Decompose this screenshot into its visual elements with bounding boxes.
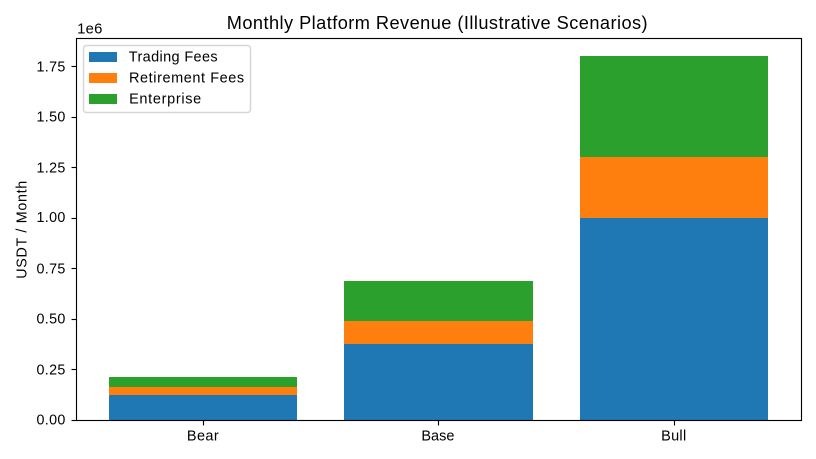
svg-text:Trading Fees: Trading Fees	[129, 50, 218, 66]
svg-text:Base: Base	[421, 429, 454, 445]
svg-text:1.00: 1.00	[36, 210, 65, 226]
svg-text:Monthly Platform Revenue (Illu: Monthly Platform Revenue (Illustrative S…	[227, 13, 648, 33]
svg-text:0.50: 0.50	[36, 312, 65, 328]
svg-text:1e6: 1e6	[77, 22, 103, 38]
svg-text:0.25: 0.25	[36, 363, 65, 379]
svg-text:0.00: 0.00	[36, 413, 65, 429]
svg-text:1.50: 1.50	[36, 110, 65, 126]
svg-text:Bear: Bear	[187, 429, 219, 445]
svg-text:Bull: Bull	[661, 429, 686, 445]
svg-text:Retirement Fees: Retirement Fees	[129, 71, 245, 87]
svg-text:USDT / Month: USDT / Month	[15, 180, 31, 279]
svg-text:0.75: 0.75	[36, 262, 65, 278]
svg-text:1.25: 1.25	[36, 161, 65, 177]
svg-text:Enterprise: Enterprise	[129, 92, 202, 108]
svg-text:1.75: 1.75	[36, 60, 65, 76]
